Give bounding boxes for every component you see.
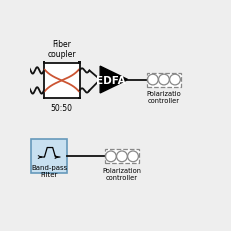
- Text: Polarizatio
controller: Polarizatio controller: [146, 90, 180, 103]
- Text: EDFA: EDFA: [95, 75, 125, 85]
- Text: 50:50: 50:50: [51, 103, 73, 112]
- Text: Polarization
controller: Polarization controller: [102, 167, 141, 180]
- FancyBboxPatch shape: [104, 150, 139, 164]
- Polygon shape: [100, 67, 127, 94]
- Bar: [43, 98, 45, 100]
- Bar: [31, 140, 67, 173]
- Bar: [78, 62, 80, 64]
- FancyBboxPatch shape: [146, 73, 180, 87]
- Text: Fiber
coupler: Fiber coupler: [47, 40, 76, 59]
- Bar: [43, 62, 45, 64]
- Bar: [78, 98, 80, 100]
- Bar: [44, 63, 79, 99]
- Text: Band-pass
Filter: Band-pass Filter: [31, 164, 67, 177]
